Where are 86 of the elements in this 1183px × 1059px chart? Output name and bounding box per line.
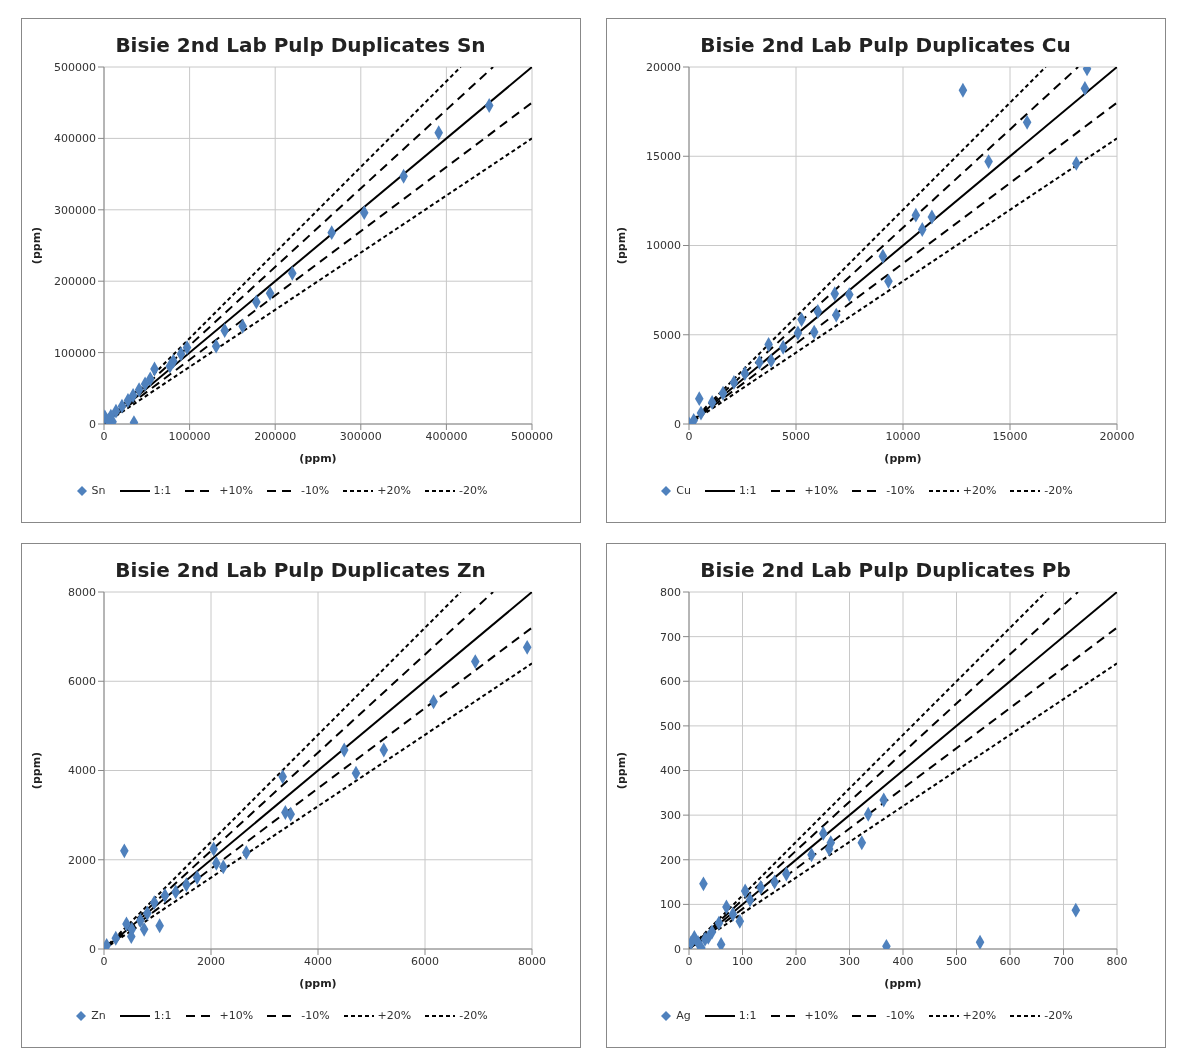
legend-label: Cu <box>676 484 691 497</box>
y-tick-label: 600 <box>659 675 681 689</box>
legend-label: 1:1 <box>153 484 172 497</box>
legend-label: 1:1 <box>738 484 757 497</box>
x-tick-label: 20000 <box>1099 429 1134 443</box>
x-axis-title: (ppm) <box>883 452 922 465</box>
y-tick-label: 500 <box>659 719 681 733</box>
y-tick-label: 200 <box>659 853 681 867</box>
legend-label: +10% <box>804 484 839 497</box>
x-tick-label: 0 <box>100 429 107 443</box>
y-tick-label: 800 <box>659 585 681 599</box>
y-tick-label: 400 <box>659 764 681 778</box>
legend-label: -20% <box>459 1009 488 1022</box>
x-tick-label: 400000 <box>424 429 467 443</box>
y-tick-label: 6000 <box>67 675 96 689</box>
y-tick-label: 8000 <box>67 585 96 599</box>
x-tick-label: 0 <box>685 429 692 443</box>
y-tick-label: 0 <box>673 417 681 431</box>
y-tick-label: 100000 <box>53 346 96 360</box>
x-tick-label: 6000 <box>410 954 439 968</box>
x-tick-label: 300000 <box>339 429 382 443</box>
legend-label: Sn <box>91 484 106 497</box>
legend-label: -10% <box>300 484 330 497</box>
legend-label: -20% <box>1044 484 1073 497</box>
chart-title: Bisie 2nd Lab Pulp Duplicates Sn <box>114 33 487 57</box>
legend-label: -10% <box>886 484 915 497</box>
legend-label: +20% <box>962 1009 997 1022</box>
y-tick-label: 20000 <box>645 60 681 74</box>
y-tick-label: 0 <box>673 942 681 956</box>
x-tick-label: 500000 <box>510 429 553 443</box>
y-tick-label: 500000 <box>53 60 96 74</box>
y-tick-label: 400000 <box>53 132 96 146</box>
y-tick-label: 0 <box>88 417 96 431</box>
x-tick-label: 800 <box>1106 954 1127 968</box>
legend-label: 1:1 <box>153 1009 172 1022</box>
legend-label: +10% <box>219 484 253 497</box>
legend-label: -10% <box>301 1009 330 1022</box>
y-axis-title: (ppm) <box>29 226 43 265</box>
y-tick-label: 15000 <box>645 150 681 164</box>
x-tick-label: 600 <box>999 954 1020 968</box>
x-tick-label: 200000 <box>253 429 296 443</box>
x-tick-label: 200 <box>785 954 806 968</box>
y-axis-title: (ppm) <box>614 226 628 265</box>
y-tick-label: 5000 <box>652 328 681 342</box>
legend-label: -20% <box>459 484 488 497</box>
y-tick-label: 300 <box>659 809 681 823</box>
y-axis-title: (ppm) <box>614 751 628 790</box>
x-tick-label: 500 <box>945 954 967 968</box>
legend-label: Zn <box>91 1009 106 1022</box>
x-tick-label: 5000 <box>781 429 810 443</box>
y-tick-label: 0 <box>88 942 96 956</box>
y-tick-label: 700 <box>659 630 681 644</box>
y-tick-label: 4000 <box>67 764 96 778</box>
y-tick-label: 300000 <box>53 203 96 217</box>
x-axis-title: (ppm) <box>298 977 337 990</box>
x-axis-title: (ppm) <box>298 452 337 465</box>
y-tick-label: 200000 <box>53 275 96 289</box>
legend-label: Ag <box>676 1009 691 1022</box>
x-tick-label: 4000 <box>303 954 332 968</box>
x-tick-label: 15000 <box>992 429 1027 443</box>
y-tick-label: 2000 <box>67 853 96 867</box>
legend-label: -20% <box>1044 1009 1073 1022</box>
legend-label: +20% <box>377 1009 412 1022</box>
x-tick-label: 8000 <box>517 954 546 968</box>
x-tick-label: 300 <box>838 954 860 968</box>
x-tick-label: 700 <box>1052 954 1074 968</box>
x-tick-label: 0 <box>100 954 107 968</box>
legend-label: 1:1 <box>738 1009 757 1022</box>
y-axis-title: (ppm) <box>29 751 43 790</box>
x-axis-title: (ppm) <box>883 977 922 990</box>
legend-label: +20% <box>962 484 997 497</box>
x-tick-label: 10000 <box>885 429 920 443</box>
chart-title: Bisie 2nd Lab Pulp Duplicates Cu <box>699 33 1072 57</box>
x-tick-label: 100 <box>731 954 753 968</box>
x-tick-label: 400 <box>892 954 913 968</box>
legend-label: -10% <box>886 1009 915 1022</box>
legend-label: +20% <box>377 484 411 497</box>
chart-title: Bisie 2nd Lab Pulp Duplicates Zn <box>114 558 487 582</box>
x-tick-label: 2000 <box>196 954 225 968</box>
y-tick-label: 100 <box>659 898 681 912</box>
legend-label: +10% <box>219 1009 254 1022</box>
y-tick-label: 10000 <box>645 239 681 253</box>
chart-title: Bisie 2nd Lab Pulp Duplicates Pb <box>699 558 1072 582</box>
legend-label: +10% <box>804 1009 839 1022</box>
x-tick-label: 0 <box>685 954 692 968</box>
x-tick-label: 100000 <box>168 429 211 443</box>
